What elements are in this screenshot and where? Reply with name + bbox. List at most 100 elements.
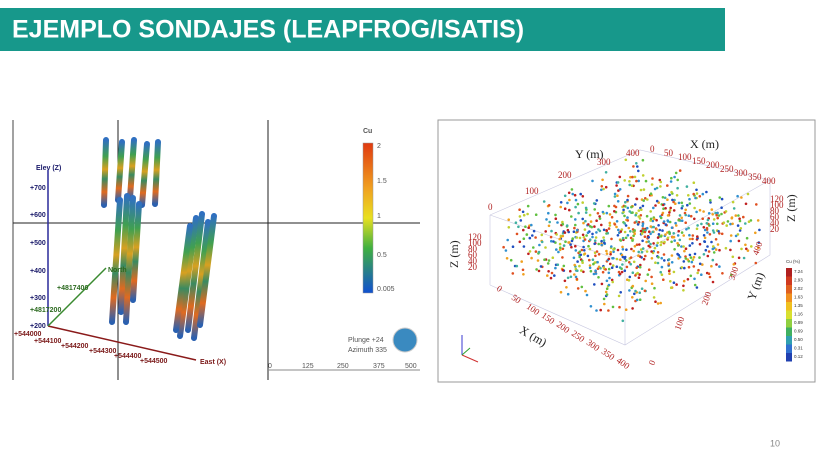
sample-point	[673, 175, 676, 179]
drill-hole	[115, 139, 125, 203]
sample-point	[609, 250, 612, 254]
sample-point	[515, 232, 519, 236]
sample-point	[643, 289, 647, 293]
legend-swatch	[786, 319, 792, 328]
sample-point	[738, 217, 741, 220]
sample-point	[559, 201, 563, 204]
sample-point	[687, 194, 690, 197]
sample-point	[670, 240, 673, 244]
sample-point	[600, 223, 603, 227]
sample-point	[698, 256, 701, 259]
sample-point	[687, 265, 691, 269]
axis-label: Z (m)	[784, 194, 798, 222]
sample-point	[522, 245, 526, 248]
tick-label: +400	[30, 268, 46, 275]
sample-point	[725, 224, 728, 227]
sample-point	[652, 206, 655, 210]
sample-point	[647, 244, 650, 248]
sample-point	[635, 266, 638, 270]
sample-point	[626, 194, 630, 198]
legend-tick: 0.89	[794, 320, 803, 325]
tick-label: +544500	[140, 358, 168, 365]
sample-point	[605, 249, 608, 253]
sample-point	[585, 234, 588, 237]
sample-point	[682, 279, 686, 283]
sample-point	[685, 185, 689, 188]
sample-point	[632, 165, 635, 168]
sample-point	[662, 278, 665, 282]
sample-point	[623, 255, 627, 259]
legend-tick: 0.69	[794, 329, 803, 334]
sample-point	[639, 263, 642, 267]
sample-point	[738, 229, 742, 232]
sample-point	[562, 244, 566, 247]
sample-point	[698, 262, 702, 266]
sample-point	[588, 213, 592, 217]
sample-point	[628, 289, 631, 292]
sample-point	[558, 248, 562, 252]
sample-point	[568, 241, 571, 244]
sample-point	[714, 248, 718, 251]
sample-point	[729, 248, 732, 252]
sample-point	[638, 265, 642, 269]
legend-tick: 1.16	[794, 312, 803, 317]
sample-point	[561, 268, 565, 272]
drill-hole	[118, 193, 130, 315]
sample-point	[507, 218, 511, 221]
sample-point	[567, 191, 571, 195]
sample-point	[616, 234, 620, 237]
sample-point	[680, 245, 683, 248]
sample-point	[635, 162, 638, 165]
sample-point	[578, 236, 582, 240]
sample-point	[657, 224, 660, 227]
sample-point	[722, 221, 726, 224]
sample-point	[637, 250, 640, 254]
page-number: 10	[770, 438, 780, 448]
sample-point	[624, 236, 628, 240]
sample-point	[618, 188, 622, 191]
sample-point	[656, 236, 660, 239]
legend-swatch	[786, 353, 792, 362]
sample-point	[666, 236, 670, 240]
sample-point	[586, 231, 590, 234]
sample-point	[687, 214, 691, 217]
sample-point	[589, 269, 593, 273]
tick-label: 50	[664, 148, 674, 158]
sample-point	[635, 243, 639, 246]
sample-point	[756, 246, 760, 249]
sample-point	[639, 214, 643, 217]
sample-point	[607, 271, 611, 275]
sample-point	[548, 220, 551, 224]
sample-point	[647, 236, 650, 239]
sample-point	[669, 280, 672, 283]
legend-swatch	[786, 327, 792, 336]
left-view: Elev (Z) +700 +600 +500 +400 +300 +200 North +48…	[12, 120, 420, 380]
sample-point	[749, 219, 753, 222]
sample-point	[701, 217, 704, 220]
sample-point	[737, 214, 740, 217]
sample-point	[626, 198, 629, 202]
sample-point	[518, 240, 522, 244]
sample-point	[562, 264, 566, 268]
sample-point	[717, 214, 721, 217]
legend-tick: 7.24	[794, 269, 803, 274]
sample-point	[702, 226, 706, 229]
sample-point	[708, 233, 712, 236]
sample-point	[566, 201, 569, 205]
sample-point	[685, 228, 688, 231]
sample-point	[702, 253, 706, 256]
sample-point	[587, 244, 590, 248]
sample-point	[578, 250, 582, 254]
tick-label: +600	[30, 212, 46, 219]
sample-point	[729, 239, 732, 243]
sample-point	[634, 274, 637, 277]
sample-point	[559, 246, 562, 249]
tick-label: 0	[650, 144, 655, 154]
sample-point	[744, 243, 747, 247]
tick-label: 0	[488, 202, 493, 212]
sample-point	[580, 248, 584, 252]
sample-point	[732, 207, 736, 210]
sample-point	[597, 242, 600, 246]
sample-point	[649, 232, 652, 236]
